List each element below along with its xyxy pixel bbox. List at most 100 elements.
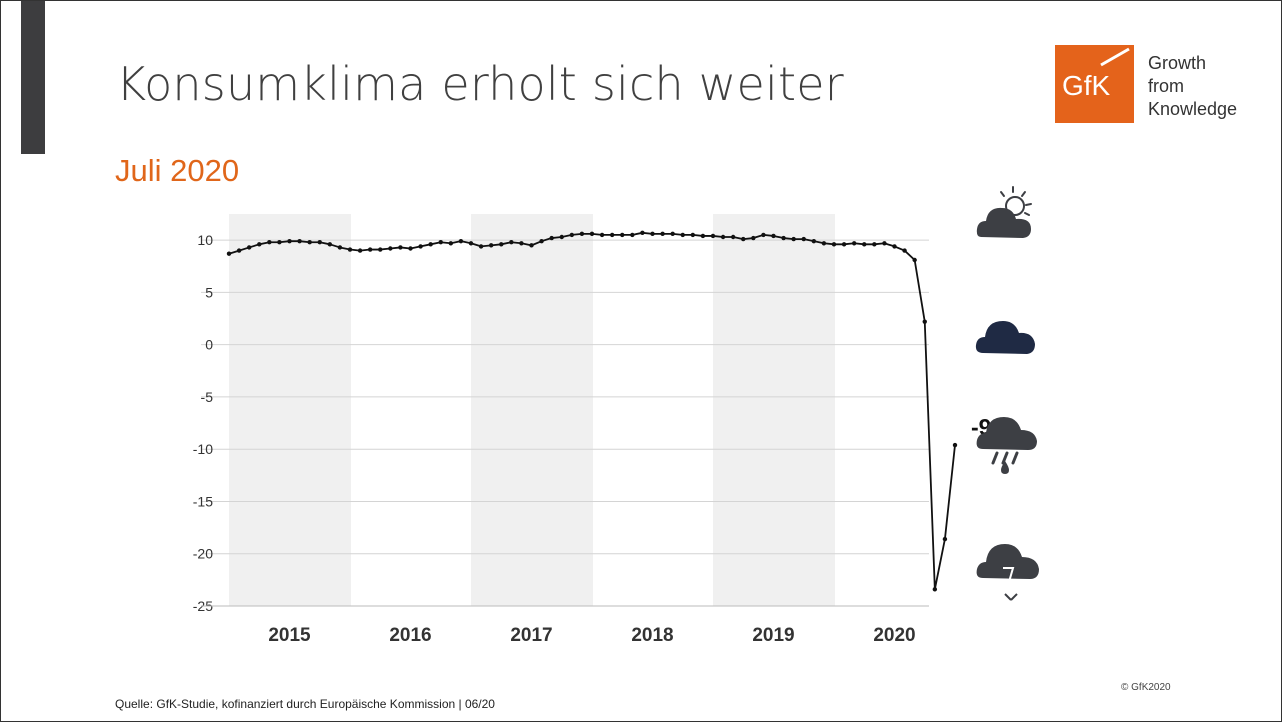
data-point (317, 240, 322, 245)
data-point (932, 587, 938, 592)
data-point (811, 238, 817, 244)
data-point (579, 231, 585, 237)
data-point (912, 257, 917, 263)
data-point (761, 232, 766, 238)
data-point (549, 235, 554, 241)
data-point (942, 536, 948, 542)
data-point (741, 236, 746, 242)
data-point (851, 241, 857, 246)
data-point (589, 231, 595, 237)
data-point (872, 242, 877, 247)
data-point (398, 245, 403, 250)
tagline-line-3: Knowledge (1148, 99, 1238, 119)
data-point (236, 248, 242, 253)
data-point (670, 231, 675, 237)
y-tick-label: 10 (197, 232, 213, 248)
data-point (428, 242, 433, 247)
x-tick-label: 2018 (631, 625, 673, 646)
data-point (226, 251, 232, 256)
accent-bar (21, 1, 45, 154)
data-point (438, 240, 443, 245)
data-point (257, 242, 262, 247)
data-point (882, 241, 887, 246)
data-point (337, 245, 343, 250)
year-band-2017 (471, 214, 593, 606)
data-point (388, 246, 393, 251)
logo-tagline: Growth from Knowledge (1148, 52, 1237, 121)
data-point (347, 247, 353, 252)
y-tick-label: 5 (205, 284, 213, 300)
year-band-2015 (229, 214, 351, 606)
data-point (408, 246, 413, 251)
logo-mark-text: GfK (1062, 70, 1111, 101)
rain-cloud-icon (976, 417, 1037, 474)
data-point (367, 247, 373, 252)
data-point (730, 234, 736, 240)
x-tick-label: 2020 (873, 625, 915, 646)
page-title: Konsumklima erholt sich weiter (116, 57, 844, 111)
data-point (599, 232, 605, 238)
data-point (771, 233, 776, 239)
data-point (357, 248, 363, 253)
data-point (690, 232, 696, 238)
source-note: Quelle: GfK-Studie, kofinanziert durch E… (115, 697, 495, 711)
gfk-logo-mark: GfK (1062, 47, 1130, 101)
y-tick-label: -15 (193, 493, 213, 509)
data-point (801, 236, 806, 242)
data-point (952, 442, 958, 448)
tagline-line-1: Growth (1148, 53, 1207, 73)
data-point (488, 243, 494, 248)
cloud-icon (975, 321, 1035, 354)
year-band-2019 (713, 214, 835, 606)
data-point (418, 244, 423, 249)
data-point (458, 238, 464, 244)
data-point (246, 245, 252, 250)
data-point (267, 240, 272, 245)
data-point (448, 241, 454, 246)
data-point (831, 242, 837, 247)
data-point (700, 233, 706, 239)
tagline-line-2: from (1148, 76, 1184, 96)
y-tick-label: -5 (201, 389, 214, 405)
data-point (478, 244, 484, 249)
data-point (640, 230, 645, 236)
data-point (287, 238, 292, 244)
y-tick-label: 0 (205, 337, 213, 353)
data-point (660, 231, 665, 237)
data-point (609, 232, 615, 238)
data-point (720, 234, 726, 240)
data-point (277, 240, 282, 245)
data-point (791, 236, 796, 242)
data-point (559, 234, 564, 240)
data-point (821, 241, 827, 246)
data-point (499, 242, 504, 247)
data-point (922, 319, 927, 324)
data-point (378, 247, 383, 252)
data-point (751, 235, 756, 241)
y-tick-label: -20 (193, 546, 213, 562)
data-point (569, 232, 575, 238)
copyright-note: © GfK2020 (1121, 682, 1171, 693)
sun-cloud-icon (976, 186, 1032, 238)
data-point (902, 248, 907, 253)
data-point (781, 235, 786, 241)
data-point (519, 241, 524, 246)
page-subtitle: Juli 2020 (115, 153, 240, 188)
data-point (650, 231, 655, 237)
data-point (307, 240, 312, 245)
data-point (710, 233, 716, 239)
data-point (529, 243, 534, 248)
storm-cloud-icon (976, 544, 1039, 602)
data-point (680, 232, 685, 238)
data-point (862, 242, 867, 247)
x-tick-label: 2017 (510, 625, 552, 646)
data-point (327, 242, 333, 247)
data-point (630, 232, 635, 238)
data-point (841, 242, 847, 247)
data-point (539, 238, 544, 244)
data-point (297, 238, 302, 244)
x-tick-label: 2015 (268, 625, 311, 646)
data-point (509, 240, 514, 245)
data-point (892, 244, 897, 249)
